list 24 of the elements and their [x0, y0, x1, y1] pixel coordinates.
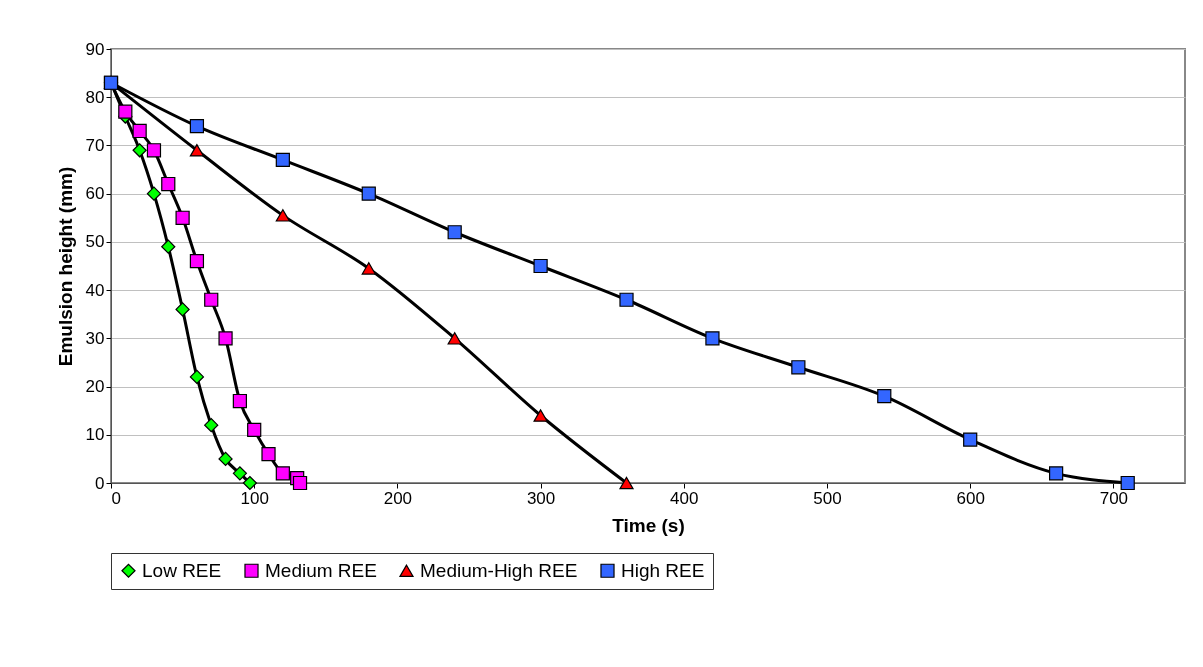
y-tick-label: 60: [85, 184, 105, 204]
x-tick-label: 600: [956, 488, 985, 508]
y-axis-title: Emulsion height (mm): [54, 166, 76, 367]
y-tick-label: 40: [85, 280, 105, 300]
legend-label: Low REE: [142, 559, 222, 581]
x-tick-label: 500: [813, 488, 842, 508]
y-tick-label: 70: [85, 135, 105, 155]
legend-label: High REE: [621, 559, 705, 581]
y-tick-label: 30: [85, 328, 105, 348]
legend-label: Medium-High REE: [420, 559, 578, 581]
x-tick-label: 700: [1099, 488, 1129, 508]
x-tick-label: 300: [526, 488, 556, 508]
legend-label: Medium REE: [265, 559, 377, 581]
y-tick-label: 90: [85, 39, 105, 59]
y-tick-label: 10: [85, 425, 105, 445]
x-tick-label: 400: [670, 488, 699, 508]
y-tick-label: 80: [85, 87, 105, 107]
x-tick-label: 200: [383, 488, 413, 508]
y-tick-label: 50: [85, 232, 105, 252]
x-axis-title: Time (s): [612, 514, 685, 536]
x-tick-label: 0: [111, 488, 121, 508]
y-tick-label: 0: [95, 473, 105, 493]
y-tick-label: 20: [85, 377, 105, 397]
x-tick-label: 100: [240, 488, 269, 508]
